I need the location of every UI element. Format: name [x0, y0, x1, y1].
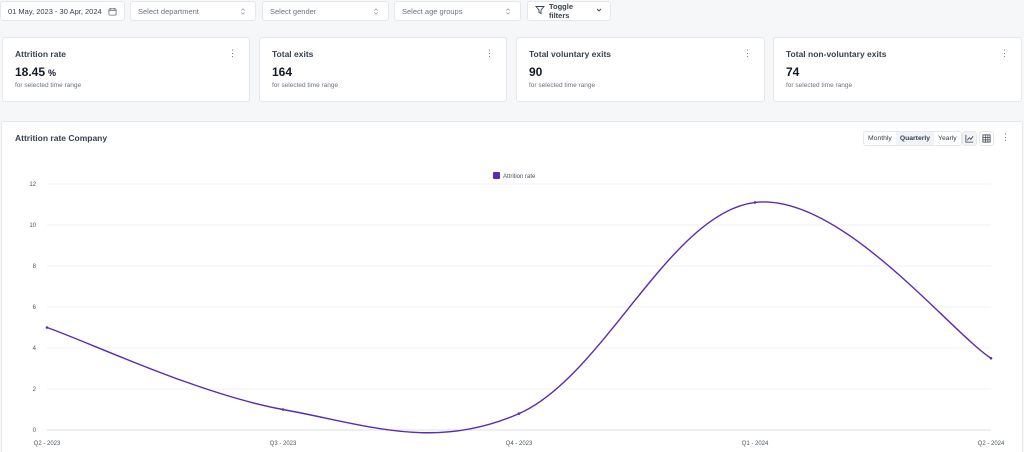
filter-icon: [535, 5, 545, 17]
y-tick-label: 8: [33, 264, 37, 270]
kpi-title: Total voluntary exits: [529, 49, 612, 59]
y-tick-label: 2: [33, 387, 37, 393]
period-toggle: Monthly Quarterly Yearly: [863, 131, 962, 146]
calendar-icon: [107, 6, 117, 16]
kpi-title: Total exits: [272, 49, 314, 59]
kpi-title: Total non-voluntary exits: [786, 49, 887, 59]
x-tick-label: Q2 - 2023: [34, 441, 61, 447]
gender-select-placeholder: Select gender: [270, 6, 317, 16]
department-select[interactable]: Select department: [130, 1, 256, 21]
x-tick-label: Q4 - 2023: [506, 441, 533, 447]
kpi-subtitle: for selected time range: [786, 82, 853, 89]
toggle-filters-button[interactable]: Toggle filters: [527, 1, 611, 21]
kpi-value: 18.45%: [15, 65, 57, 79]
legend-label: Attrition rate: [503, 174, 536, 180]
y-tick-label: 0: [33, 428, 37, 434]
line-chart-view-button[interactable]: [962, 131, 977, 146]
series-line-attrition-rate: [46, 201, 992, 434]
age-group-select[interactable]: Select age groups: [394, 1, 521, 21]
attrition-line-chart: 0 2 4 6 8 10 12 Q2 - 2023 Q3 - 2023 Q4 - 2023 Q1 -…: [29, 172, 1005, 447]
chevron-updown-icon: [371, 6, 381, 16]
kebab-icon[interactable]: ⋮: [743, 48, 752, 58]
toggle-filters-label: Toggle filters: [549, 2, 574, 20]
y-tick-label: 6: [33, 305, 37, 311]
y-tick-label: 12: [29, 182, 36, 188]
age-group-select-placeholder: Select age groups: [402, 6, 463, 16]
department-select-placeholder: Select department: [138, 6, 199, 16]
x-tick-label: Q1 - 2024: [742, 441, 769, 447]
data-point: [989, 356, 993, 360]
kpi-card-total-exits: Total exits 164 for selected time range …: [259, 37, 507, 102]
data-point: [281, 408, 285, 411]
date-range-picker[interactable]: 01 May, 2023 - 30 Apr, 2024: [0, 1, 125, 21]
gender-select[interactable]: Select gender: [262, 1, 389, 21]
kpi-title: Attrition rate: [15, 49, 66, 59]
x-tick-label: Q2 - 2024: [978, 441, 1005, 447]
kpi-value: 74: [786, 65, 800, 79]
chevron-updown-icon: [503, 6, 513, 16]
period-quarterly-button[interactable]: Quarterly: [895, 132, 935, 145]
kpi-unit: %: [48, 68, 57, 78]
date-range-text: 01 May, 2023 - 30 Apr, 2024: [8, 6, 102, 16]
y-tick-label: 10: [29, 223, 36, 229]
period-yearly-button[interactable]: Yearly: [938, 135, 957, 142]
line-chart-icon: [965, 130, 974, 148]
kpi-card-non-voluntary-exits: Total non-voluntary exits 74 for selecte…: [773, 37, 1022, 102]
legend-swatch: [493, 172, 500, 179]
panel-title: Attrition rate Company: [15, 133, 108, 143]
period-monthly-button[interactable]: Monthly: [868, 135, 892, 142]
chevron-updown-icon: [238, 6, 248, 16]
kebab-icon[interactable]: ⋮: [1001, 132, 1010, 142]
kpi-subtitle: for selected time range: [15, 82, 82, 89]
attrition-chart-panel: Attrition rate Company Monthly Quarterly…: [1, 121, 1023, 452]
chevron-down-icon: [595, 6, 603, 16]
kpi-subtitle: for selected time range: [272, 82, 339, 89]
kebab-icon[interactable]: ⋮: [228, 48, 237, 58]
x-tick-label: Q3 - 2023: [270, 441, 297, 447]
table-view-button[interactable]: [979, 131, 994, 146]
data-point: [45, 326, 49, 329]
data-point: [753, 201, 757, 204]
kpi-card-attrition-rate: Attrition rate 18.45% for selected time …: [2, 37, 250, 102]
data-point: [517, 412, 521, 415]
kpi-subtitle: for selected time range: [529, 82, 596, 89]
y-tick-label: 4: [33, 346, 37, 352]
kpi-card-voluntary-exits: Total voluntary exits 90 for selected ti…: [516, 37, 765, 102]
kpi-value: 90: [529, 65, 543, 79]
kpi-value: 164: [272, 65, 293, 79]
table-icon: [982, 130, 991, 148]
kebab-icon[interactable]: ⋮: [1000, 48, 1009, 58]
kebab-icon[interactable]: ⋮: [485, 48, 494, 58]
